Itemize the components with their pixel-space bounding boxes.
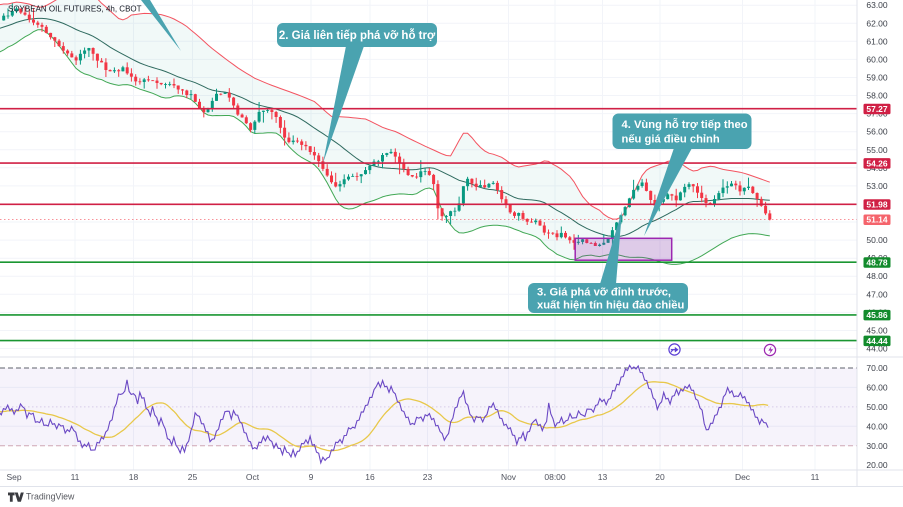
svg-text:4. Vùng hỗ trợ tiếp theo: 4. Vùng hỗ trợ tiếp theo: [622, 118, 748, 131]
svg-text:3. Giá phá vỡ đỉnh trước,: 3. Giá phá vỡ đỉnh trước,: [537, 286, 671, 298]
svg-text:60.00: 60.00: [866, 54, 888, 64]
svg-text:50.00: 50.00: [866, 402, 888, 412]
svg-text:20.00: 20.00: [866, 460, 888, 470]
svg-text:48.78: 48.78: [866, 257, 888, 267]
svg-text:SOYBEAN OIL FUTURES, 4h, CBOT: SOYBEAN OIL FUTURES, 4h, CBOT: [8, 5, 142, 14]
svg-text:Oct: Oct: [246, 472, 260, 482]
svg-text:44.00: 44.00: [866, 344, 888, 354]
svg-text:63.00: 63.00: [866, 0, 888, 10]
svg-text:47.00: 47.00: [866, 289, 888, 299]
svg-text:nếu giá điều chỉnh: nếu giá điều chỉnh: [622, 133, 720, 145]
svg-text:Dec: Dec: [735, 472, 751, 482]
svg-text:61.00: 61.00: [866, 36, 888, 46]
svg-text:TradingView: TradingView: [26, 492, 75, 502]
svg-text:62.00: 62.00: [866, 18, 888, 28]
svg-text:70.00: 70.00: [866, 363, 888, 373]
svg-text:57.27: 57.27: [866, 104, 888, 114]
svg-text:16: 16: [365, 472, 375, 482]
svg-text:11: 11: [811, 472, 820, 482]
svg-text:11: 11: [71, 472, 80, 482]
svg-text:18: 18: [129, 472, 139, 482]
svg-text:13: 13: [598, 472, 608, 482]
svg-text:55.00: 55.00: [866, 145, 888, 155]
svg-text:51.98: 51.98: [866, 200, 888, 210]
svg-text:xuất hiện tín hiệu đảo chiều: xuất hiện tín hiệu đảo chiều: [537, 299, 684, 311]
svg-text:45.86: 45.86: [866, 310, 888, 320]
svg-text:59.00: 59.00: [866, 73, 888, 83]
svg-text:56.00: 56.00: [866, 127, 888, 137]
svg-text:40.00: 40.00: [866, 421, 888, 431]
svg-text:08:00: 08:00: [544, 472, 566, 482]
svg-text:50.00: 50.00: [866, 235, 888, 245]
svg-text:25: 25: [188, 472, 198, 482]
svg-text:Sep: Sep: [6, 472, 21, 482]
svg-text:23: 23: [423, 472, 433, 482]
svg-text:51.14: 51.14: [866, 215, 888, 225]
svg-text:60.00: 60.00: [866, 382, 888, 392]
svg-text:20: 20: [655, 472, 665, 482]
svg-text:45.00: 45.00: [866, 326, 888, 336]
svg-text:9: 9: [309, 472, 314, 482]
svg-text:Nov: Nov: [501, 472, 517, 482]
svg-text:2. Giá liên tiếp phá vỡ hỗ trợ: 2. Giá liên tiếp phá vỡ hỗ trợ: [279, 29, 436, 42]
svg-text:30.00: 30.00: [866, 441, 888, 451]
svg-text:48.00: 48.00: [866, 271, 888, 281]
svg-text:53.00: 53.00: [866, 181, 888, 191]
svg-text:54.26: 54.26: [866, 158, 888, 168]
svg-text:58.00: 58.00: [866, 91, 888, 101]
svg-text:44.44: 44.44: [866, 336, 888, 346]
